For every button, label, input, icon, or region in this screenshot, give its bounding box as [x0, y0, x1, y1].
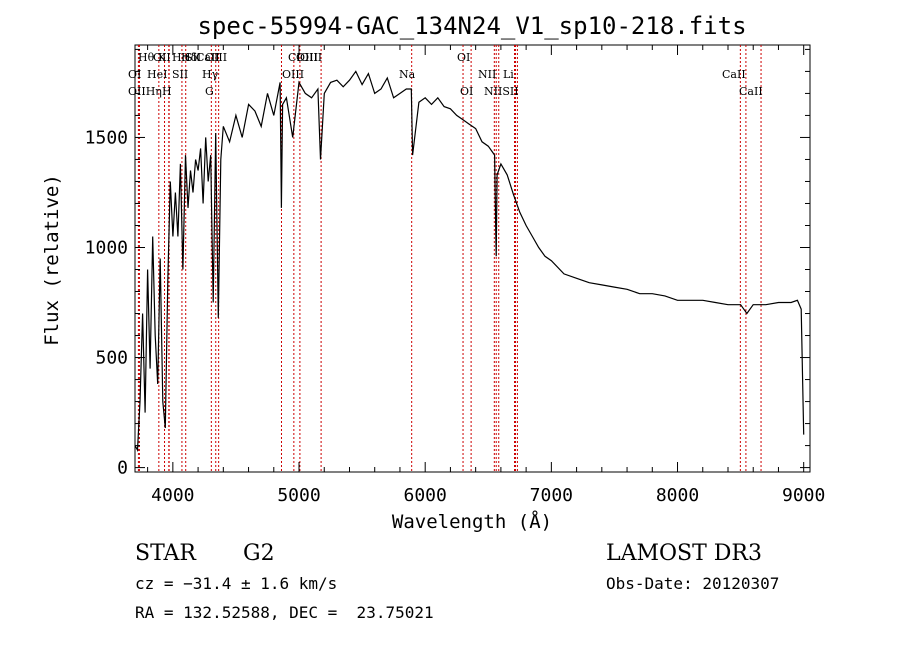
marker-label-row2: SII: [172, 68, 188, 81]
object-class: STAR: [135, 541, 197, 566]
flux-series-line: [134, 70, 805, 453]
coordinates: RA = 132.52588, DEC = 23.75021: [135, 603, 434, 622]
marker-label-row3: G: [205, 85, 214, 98]
marker-label-row1: OIII: [300, 51, 322, 64]
marker-label-row2: NII: [478, 68, 496, 81]
x-tick-label: 5000: [277, 485, 320, 506]
y-axis-label: Flux (relative): [41, 174, 63, 346]
x-axis-label: Wavelength (Å): [392, 510, 552, 533]
chart-title: spec-55994-GAC_134N24_V1_sp10-218.fits: [197, 12, 746, 40]
observation-date: Obs-Date: 20120307: [606, 574, 779, 593]
x-tick-label: 8000: [656, 485, 699, 506]
marker-label-row2: OI: [128, 68, 141, 81]
y-tick-label: 1500: [85, 127, 128, 148]
marker-label-row2: HeI: [147, 68, 167, 81]
marker-label-row1: CaII: [196, 51, 220, 64]
marker-label-row1: OIII: [205, 51, 227, 64]
marker-label-row1: OIII: [296, 51, 318, 64]
x-tick-label: 4000: [151, 485, 194, 506]
marker-label-row1: SII: [185, 51, 201, 64]
y-tick-label: 1000: [85, 237, 128, 258]
x-tick-label: 6000: [404, 485, 447, 506]
marker-label-row1: OI: [457, 51, 470, 64]
marker-label-row3: H: [162, 85, 172, 98]
plot-frame: [134, 44, 811, 473]
redshift-value: cz = −31.4 ± 1.6 km/s: [135, 574, 337, 593]
marker-label-row1: OII: [153, 51, 171, 64]
marker-label-row2: Na: [399, 68, 416, 81]
y-tick-label: 0: [117, 458, 128, 479]
marker-label-row2: Hγ: [202, 68, 219, 81]
marker-label-row2: Li: [503, 68, 514, 81]
marker-label-row2: CaII: [722, 68, 746, 81]
object-subclass: G2: [243, 541, 275, 566]
marker-label-row3: NIISII: [484, 85, 519, 98]
marker-label-row3: OIIHη: [128, 85, 162, 98]
marker-label-row1: Hδ: [181, 51, 198, 64]
x-tick-label: 7000: [530, 485, 573, 506]
marker-label-row3: CaII: [739, 85, 763, 98]
y-axis-ticks: 0 500 1000 1500: [85, 48, 810, 479]
marker-label-row1: Hθ: [138, 51, 155, 64]
survey-name: LAMOST DR3: [606, 541, 762, 566]
y-tick-label: 500: [95, 348, 128, 369]
marker-label-row2: OIII: [282, 68, 304, 81]
marker-label-row1: Hα: [172, 51, 190, 64]
x-axis-ticks: 4000 5000 6000 7000 8000 9000: [147, 45, 825, 506]
marker-label-row1: K: [158, 51, 167, 64]
marker-label-row1: CI: [288, 51, 301, 64]
marker-label-row3: OI: [460, 85, 473, 98]
x-tick-label: 9000: [782, 485, 825, 506]
